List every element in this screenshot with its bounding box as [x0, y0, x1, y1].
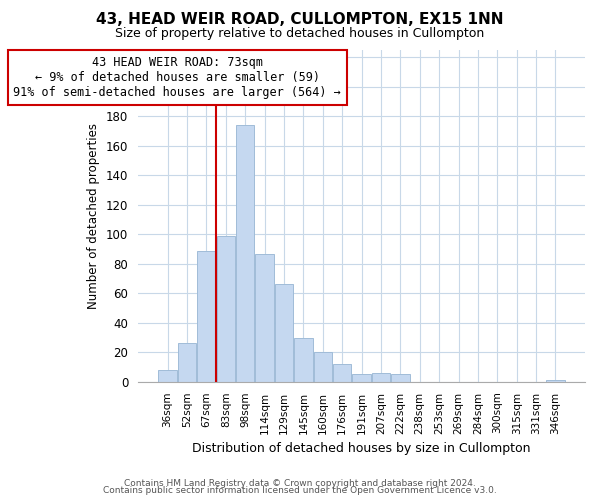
Bar	[256, 254, 274, 382]
Bar	[372, 373, 390, 382]
Bar	[294, 338, 313, 382]
Text: 43 HEAD WEIR ROAD: 73sqm
← 9% of detached houses are smaller (59)
91% of semi-de: 43 HEAD WEIR ROAD: 73sqm ← 9% of detache…	[13, 56, 341, 99]
Text: Size of property relative to detached houses in Cullompton: Size of property relative to detached ho…	[115, 28, 485, 40]
Text: Contains HM Land Registry data © Crown copyright and database right 2024.: Contains HM Land Registry data © Crown c…	[124, 478, 476, 488]
Bar	[158, 370, 177, 382]
Bar	[333, 364, 352, 382]
X-axis label: Distribution of detached houses by size in Cullompton: Distribution of detached houses by size …	[192, 442, 531, 455]
Bar	[391, 374, 410, 382]
Bar	[546, 380, 565, 382]
Bar	[236, 125, 254, 382]
Y-axis label: Number of detached properties: Number of detached properties	[88, 123, 100, 309]
Bar	[178, 344, 196, 382]
Bar	[197, 250, 215, 382]
Text: 43, HEAD WEIR ROAD, CULLOMPTON, EX15 1NN: 43, HEAD WEIR ROAD, CULLOMPTON, EX15 1NN	[96, 12, 504, 28]
Bar	[352, 374, 371, 382]
Bar	[217, 236, 235, 382]
Text: Contains public sector information licensed under the Open Government Licence v3: Contains public sector information licen…	[103, 486, 497, 495]
Bar	[275, 284, 293, 382]
Bar	[314, 352, 332, 382]
